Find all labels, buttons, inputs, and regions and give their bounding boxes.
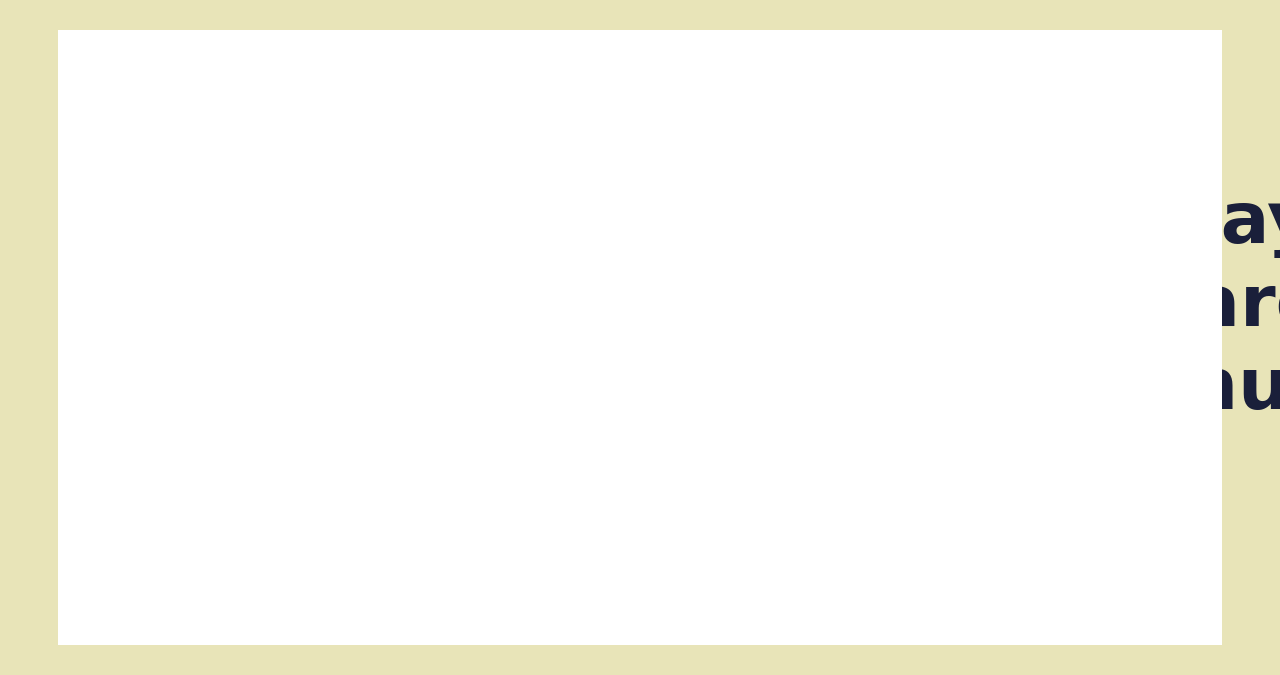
Text: Airline Industry ETF: Airline Industry ETF: [831, 537, 1171, 566]
Text: www.awesomefintech.com/terms/airline-industry-etf/: www.awesomefintech.com/terms/airline-ind…: [804, 608, 1171, 622]
Text: AwesomeFinTech: AwesomeFinTech: [115, 84, 288, 103]
Text: read more about 💡: read more about 💡: [1042, 516, 1171, 530]
Text: Two important metrics to pay attention to
when investing in airlines are availab: Two important metrics to pay attention t…: [115, 189, 1280, 506]
Text: ✈: ✈: [115, 535, 164, 592]
